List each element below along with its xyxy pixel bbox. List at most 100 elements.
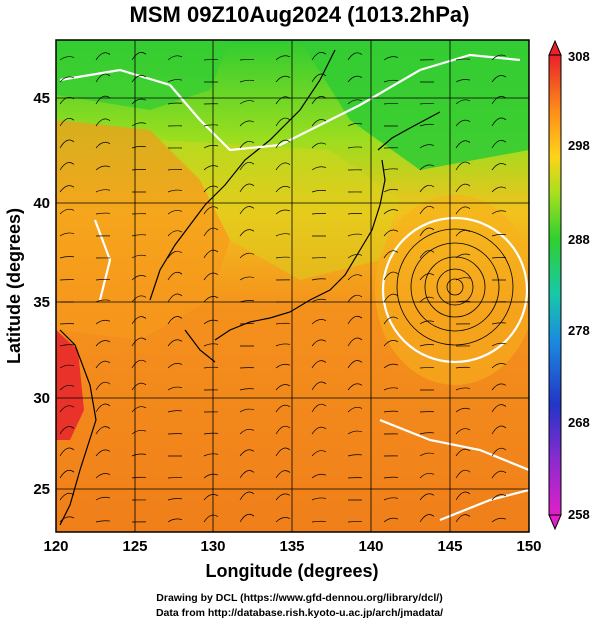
streamline xyxy=(239,229,255,237)
streamline xyxy=(203,432,219,435)
streamline xyxy=(95,212,111,215)
streamline xyxy=(491,54,507,61)
streamline xyxy=(491,447,507,457)
streamline xyxy=(383,517,399,523)
streamline xyxy=(167,210,183,215)
streamline xyxy=(311,339,327,347)
streamline xyxy=(167,363,183,369)
streamline xyxy=(131,337,147,347)
y-tick-label: 25 xyxy=(33,481,50,498)
streamline xyxy=(419,227,435,237)
streamline xyxy=(59,117,75,127)
colorbar-label: 258 xyxy=(568,507,590,522)
streamline xyxy=(491,117,507,127)
streamline xyxy=(275,404,291,413)
streamline xyxy=(167,79,183,83)
streamline xyxy=(167,189,183,193)
x-tick-label: 120 xyxy=(43,538,68,555)
streamline xyxy=(455,161,471,171)
streamline xyxy=(275,343,291,347)
streamline xyxy=(383,293,399,303)
streamline xyxy=(383,189,399,193)
isotherms xyxy=(59,53,529,522)
streamline xyxy=(59,447,75,457)
credit-drawing: Drawing by DCL (https://www.gfd-dennou.o… xyxy=(156,592,443,604)
streamline xyxy=(203,206,219,215)
chart-title: MSM 09Z10Aug2024 (1013.2hPa) xyxy=(129,2,470,27)
streamline xyxy=(167,55,183,61)
streamline xyxy=(347,212,363,215)
credit-data: Data from http://database.rish.kyoto-u.a… xyxy=(155,607,444,619)
streamline xyxy=(491,163,507,171)
streamline xyxy=(95,403,111,413)
streamline xyxy=(203,124,219,127)
streamline xyxy=(131,476,147,479)
streamline xyxy=(95,520,111,523)
streamline xyxy=(167,293,183,303)
streamline xyxy=(275,493,291,501)
streamline xyxy=(347,75,363,83)
streamline xyxy=(203,165,219,171)
streamline xyxy=(275,185,291,193)
streamline xyxy=(419,205,435,215)
streamline xyxy=(347,337,363,347)
x-tick-label: 140 xyxy=(358,538,383,555)
streamline xyxy=(275,322,291,325)
streamline xyxy=(419,103,435,105)
streamline xyxy=(203,145,219,149)
streamline xyxy=(455,140,471,149)
streamline xyxy=(491,186,507,193)
x-tick-label: 125 xyxy=(122,538,147,555)
streamline xyxy=(239,206,255,215)
streamline xyxy=(383,497,399,501)
streamline xyxy=(419,123,435,127)
streamline xyxy=(455,514,471,523)
streamline xyxy=(59,56,75,61)
streamline xyxy=(347,406,363,413)
streamline xyxy=(131,122,147,127)
streamline xyxy=(203,249,219,259)
streamline xyxy=(383,316,399,325)
streamline xyxy=(95,360,111,369)
streamline xyxy=(383,103,399,105)
streamline xyxy=(311,426,327,435)
streamline xyxy=(59,405,75,413)
streamline xyxy=(383,387,399,391)
streamline xyxy=(239,100,255,105)
streamline xyxy=(491,322,507,325)
streamline xyxy=(239,183,255,193)
streamline xyxy=(203,343,219,347)
streamline xyxy=(59,208,75,215)
streamline xyxy=(455,469,471,479)
streamline xyxy=(59,492,75,501)
streamline xyxy=(491,342,507,347)
streamline xyxy=(131,429,147,435)
streamline xyxy=(239,252,255,259)
y-tick-label: 30 xyxy=(33,390,50,407)
streamline xyxy=(131,406,147,413)
streamline xyxy=(455,407,471,413)
streamline xyxy=(419,472,435,479)
streamline xyxy=(347,294,363,303)
streamline xyxy=(491,363,507,369)
grid xyxy=(56,40,529,532)
streamline xyxy=(239,470,255,479)
y-tick-label: 45 xyxy=(33,90,50,107)
streamline xyxy=(311,96,327,105)
streamline xyxy=(239,449,255,457)
streamline xyxy=(275,384,291,391)
streamline xyxy=(275,447,291,457)
y-tick-label: 35 xyxy=(33,294,50,311)
streamline xyxy=(239,491,255,501)
streamline xyxy=(95,95,111,105)
streamline xyxy=(347,233,363,237)
streamline xyxy=(275,517,291,523)
streamline xyxy=(491,383,507,391)
streamline xyxy=(203,514,219,523)
streamline xyxy=(419,493,435,501)
streamline xyxy=(275,209,291,215)
streamline xyxy=(383,363,399,369)
streamline xyxy=(239,388,255,391)
streamline xyxy=(311,278,327,281)
streamline xyxy=(311,119,327,127)
